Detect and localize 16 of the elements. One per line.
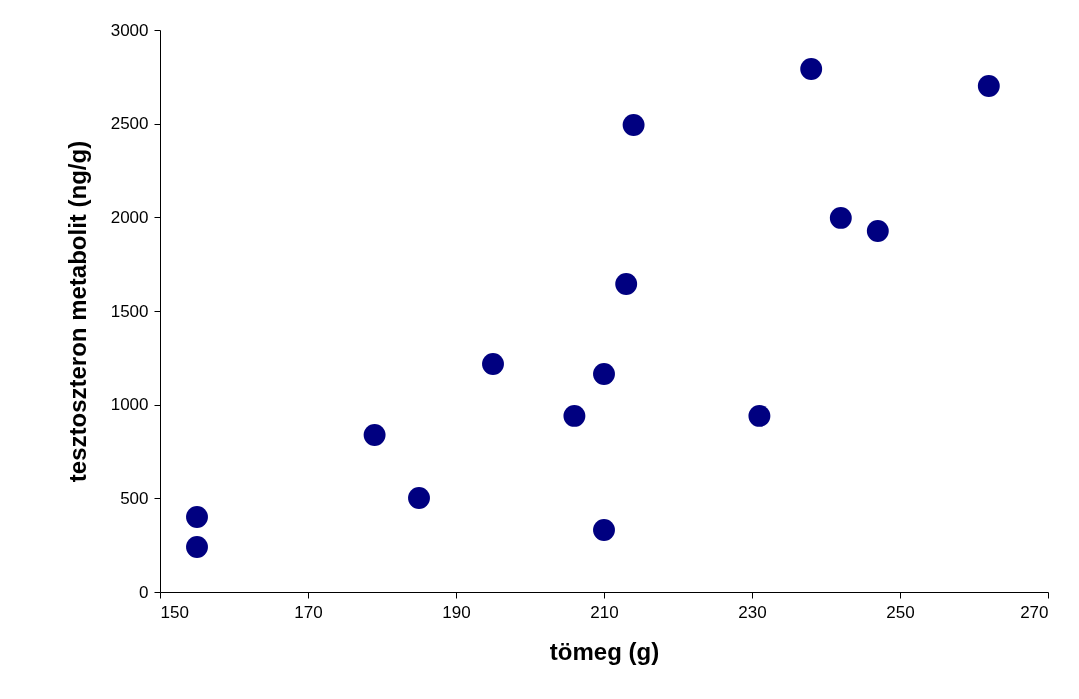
- x-tick-label: 250: [886, 602, 915, 622]
- x-tick-label: 190: [442, 602, 471, 622]
- x-tick-label: 270: [1020, 602, 1049, 622]
- y-tick-label: 1000: [110, 395, 149, 415]
- x-axis-title: tömeg (g): [549, 637, 660, 665]
- y-tick-label: 2000: [110, 207, 149, 227]
- x-tick-label: 150: [160, 602, 189, 622]
- y-axis-title: tesztoszteron metabolit (ng/g): [63, 140, 91, 483]
- y-tick-label: 1500: [110, 301, 149, 321]
- y-tick-label: 500: [120, 488, 149, 508]
- y-tick-label: 2500: [110, 114, 149, 134]
- y-tick-label: 0: [139, 582, 149, 602]
- x-tick-label: 230: [738, 602, 767, 622]
- x-tick-label: 170: [294, 602, 323, 622]
- x-tick-label: 210: [590, 602, 619, 622]
- y-tick-label: 3000: [110, 20, 149, 40]
